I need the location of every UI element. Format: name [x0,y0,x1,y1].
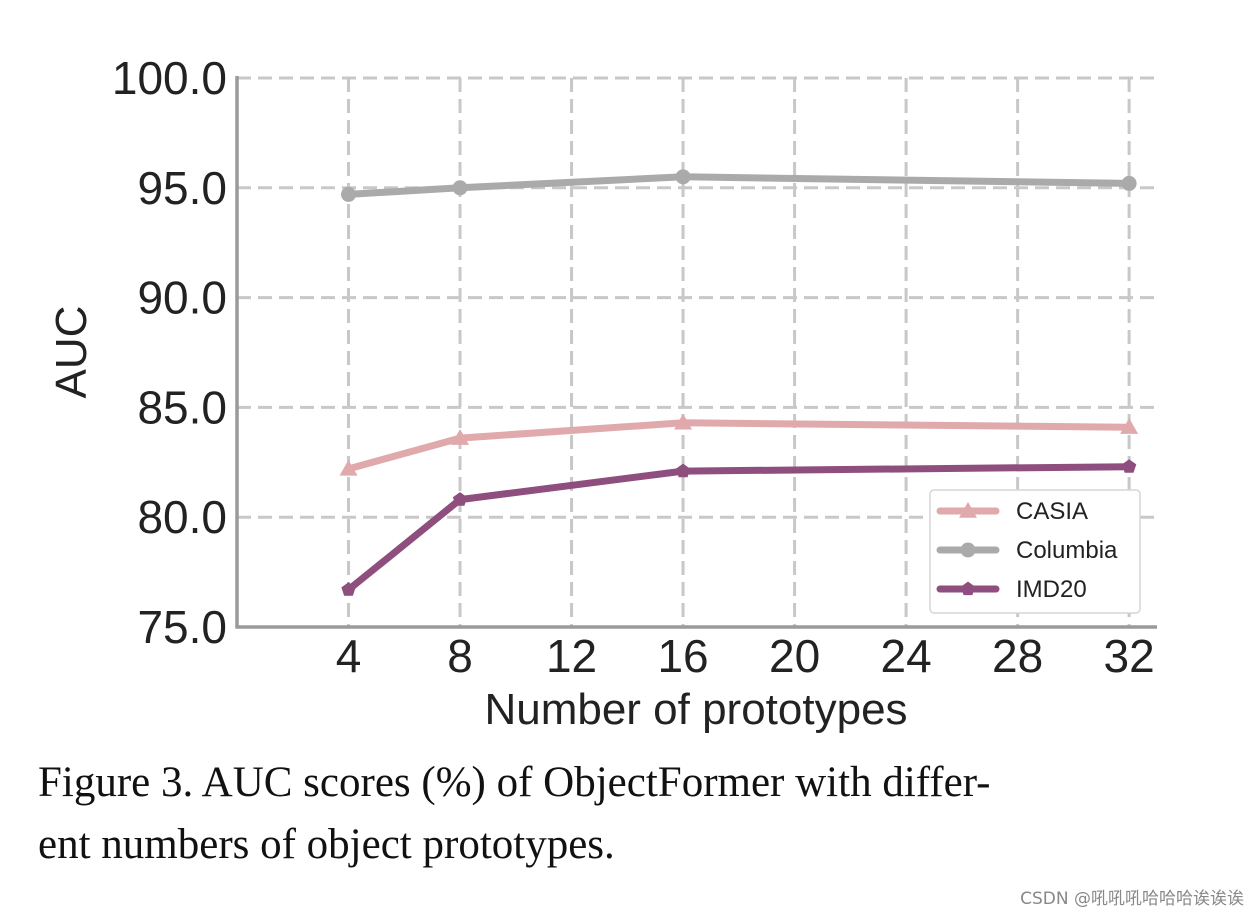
y-tick-label: 85.0 [137,381,227,433]
legend-marker-columbia [960,542,976,558]
legend-item-casia: CASIA [936,498,1088,525]
x-tick-label: 32 [1104,630,1155,682]
legend-marker-casia [959,502,977,518]
data-point-casia [674,413,693,430]
legend-item-imd20: IMD20 [936,576,1087,603]
x-tick-label: 12 [546,630,597,682]
caption-line-1: Figure 3. AUC scores (%) of ObjectFormer… [38,759,991,806]
figure-caption: Figure 3. AUC scores (%) of ObjectFormer… [38,752,1218,876]
y-tick-label: 80.0 [137,491,227,543]
series-line-imd20 [345,463,1133,594]
series-line-columbia [345,173,1133,198]
legend-item-columbia: Columbia [936,537,1118,564]
data-point-imd20 [1122,459,1137,473]
data-point-imd20 [341,582,356,596]
y-tick-label: 95.0 [137,162,227,214]
data-point-columbia [452,180,468,196]
watermark: CSDN @吼吼吼哈哈哈诶诶诶 [1020,889,1244,909]
axes [235,76,1157,629]
y-axis-label: AUC [47,306,96,399]
data-point-casia [339,459,358,476]
legend-label-casia: CASIA [1016,498,1088,525]
data-point-imd20 [452,492,468,506]
y-tick-labels: 75.0 80.0 85.0 90.0 95.0 100.0 [112,52,227,653]
x-tick-label: 24 [881,630,932,682]
series-layer [339,169,1139,596]
x-tick-label: 4 [336,630,362,682]
caption-line-2: ent numbers of object prototypes. [38,821,615,868]
data-point-columbia [341,186,357,202]
x-tick-label: 8 [447,630,473,682]
data-point-columbia [675,169,691,185]
chart: 75.0 80.0 85.0 90.0 95.0 100.0 4 8 12 16 20 24 28 32… [47,52,1157,734]
legend-label-columbia: Columbia [1016,537,1118,564]
y-tick-label: 90.0 [137,272,227,324]
x-tick-labels: 4 8 12 16 20 24 28 32 [336,630,1155,682]
series-imd20 [341,459,1137,596]
series-line-casia [345,419,1133,473]
legend-label-imd20: IMD20 [1016,576,1087,603]
legend-marker-imd20 [960,581,976,596]
data-point-casia [1120,418,1139,434]
legend-box [929,489,1141,614]
x-tick-label: 16 [657,630,708,682]
y-tick-label: 75.0 [137,601,227,653]
data-point-casia [451,429,470,445]
x-tick-label: 20 [769,630,820,682]
legend: CASIA Columbia IMD20 [929,489,1141,614]
x-tick-label: 28 [992,630,1043,682]
x-axis-label: Number of prototypes [484,685,907,734]
y-tick-label: 100.0 [112,52,227,104]
data-point-columbia [1121,175,1137,191]
series-columbia [341,169,1137,202]
data-point-imd20 [675,463,691,478]
series-casia [339,413,1139,476]
